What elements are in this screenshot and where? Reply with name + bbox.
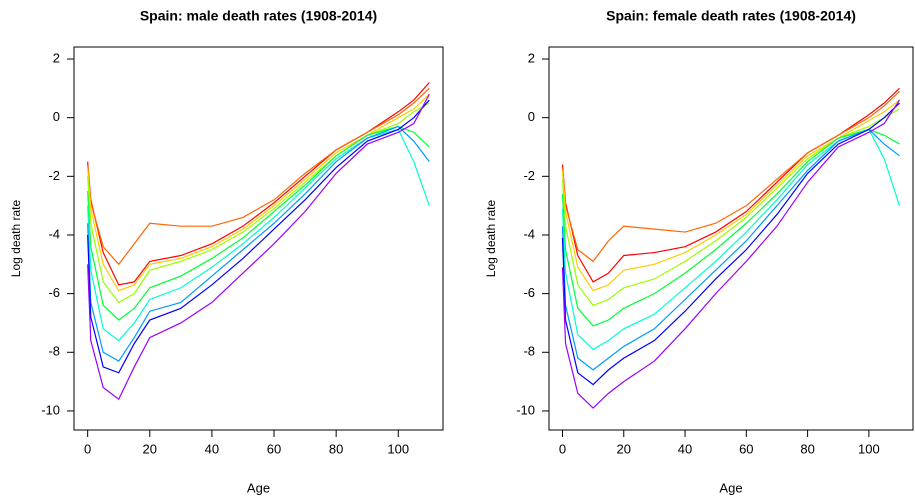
x-axis-label: Age bbox=[247, 480, 270, 495]
y-tick-label: -10 bbox=[516, 402, 535, 417]
series-line bbox=[561, 99, 900, 292]
series-line bbox=[87, 102, 430, 304]
series-line bbox=[561, 128, 900, 371]
x-tick-label: 80 bbox=[800, 441, 814, 456]
x-tick-label: 40 bbox=[678, 441, 692, 456]
y-tick-label: -6 bbox=[48, 285, 60, 300]
series-line bbox=[561, 108, 900, 307]
x-tick-label: 80 bbox=[329, 441, 343, 456]
y-tick-label: -2 bbox=[523, 168, 535, 183]
series-line bbox=[87, 93, 430, 292]
x-tick-label: 60 bbox=[267, 441, 281, 456]
y-tick-label: 2 bbox=[528, 50, 535, 65]
series-line bbox=[87, 128, 430, 342]
plot-frame bbox=[73, 46, 444, 431]
series-line bbox=[87, 125, 430, 362]
x-tick-label: 100 bbox=[858, 441, 880, 456]
x-tick-label: 100 bbox=[387, 441, 409, 456]
y-tick-label: 0 bbox=[53, 109, 60, 124]
series-line bbox=[87, 93, 430, 401]
x-tick-label: 0 bbox=[84, 441, 91, 456]
y-tick-label: -10 bbox=[41, 402, 60, 417]
y-tick-label: -8 bbox=[48, 344, 60, 359]
chart-title: Spain: male death rates (1908-2014) bbox=[140, 8, 377, 24]
x-tick-label: 0 bbox=[559, 441, 566, 456]
series-line bbox=[87, 125, 430, 321]
x-tick-label: 60 bbox=[739, 441, 753, 456]
y-axis-label: Log death rate bbox=[9, 199, 23, 277]
y-tick-label: 0 bbox=[528, 109, 535, 124]
plot-frame bbox=[548, 46, 914, 431]
x-axis-label: Age bbox=[719, 480, 742, 495]
y-tick-label: -8 bbox=[523, 344, 535, 359]
y-axis-label: Log death rate bbox=[484, 199, 498, 277]
y-tick-label: -4 bbox=[523, 226, 535, 241]
series-line bbox=[561, 128, 900, 327]
y-tick-label: -6 bbox=[523, 285, 535, 300]
y-tick-label: -2 bbox=[48, 168, 60, 183]
y-tick-label: 2 bbox=[53, 50, 60, 65]
series-line bbox=[561, 90, 900, 263]
chart-title: Spain: female death rates (1908-2014) bbox=[606, 8, 856, 24]
series-line bbox=[87, 99, 430, 374]
series-line bbox=[87, 87, 430, 266]
x-tick-label: 40 bbox=[205, 441, 219, 456]
series-line bbox=[561, 87, 900, 283]
y-tick-label: -4 bbox=[48, 226, 60, 241]
x-tick-label: 20 bbox=[143, 441, 157, 456]
series-line bbox=[561, 102, 900, 386]
x-tick-label: 20 bbox=[617, 441, 631, 456]
series-line bbox=[561, 99, 901, 409]
series-line bbox=[87, 82, 430, 286]
